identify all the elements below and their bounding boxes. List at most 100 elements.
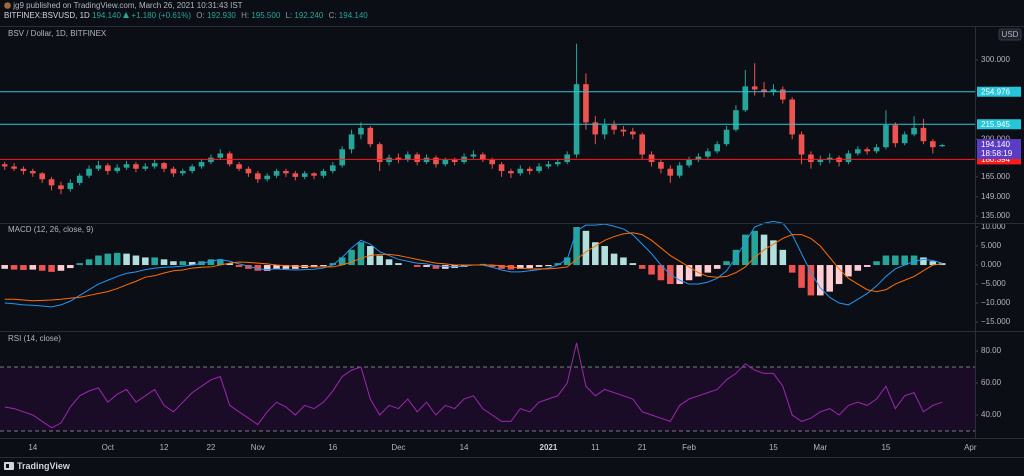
candle-body <box>236 164 242 169</box>
histogram-bar <box>76 263 83 266</box>
histogram-bar <box>235 265 243 267</box>
candle-body <box>320 171 327 176</box>
ohlc-label: C: <box>328 11 337 20</box>
rsi-band <box>0 367 975 432</box>
histogram-bar <box>273 265 280 269</box>
candle-body <box>620 129 627 132</box>
price-line-box <box>977 86 1021 97</box>
histogram-bar <box>901 255 908 266</box>
histogram-bar <box>292 265 299 269</box>
y-tick-label: 149.000 <box>981 192 1010 201</box>
y-tick-label: 0.000 <box>981 260 1002 269</box>
candle-body <box>555 162 561 165</box>
candle-body <box>864 149 870 152</box>
candle-body <box>592 122 599 135</box>
candle-body <box>95 165 102 169</box>
candle-body <box>545 164 552 167</box>
ohlc-label: O: <box>196 11 205 20</box>
footer-brand: TradingView <box>17 461 71 471</box>
ohlc-value: 192.930 <box>206 11 236 20</box>
candle-body <box>48 179 55 186</box>
y-tick-label: 165.000 <box>981 172 1010 181</box>
histogram-bar <box>29 265 37 270</box>
candle-body <box>892 125 899 144</box>
rsi-title: RSI (14, close) <box>8 334 61 343</box>
histogram-bar <box>85 259 93 266</box>
price-line-label: 254.976 <box>981 87 1010 96</box>
y-tick-label: −15.000 <box>981 317 1011 326</box>
histogram-bar <box>807 265 815 296</box>
candle-body <box>705 151 711 157</box>
ohlc-value: 192.240 <box>294 11 324 20</box>
histogram-bar <box>488 265 496 267</box>
candle-body <box>630 131 636 135</box>
histogram-bar <box>479 263 487 266</box>
histogram-bar <box>535 265 543 267</box>
unit-box[interactable] <box>998 28 1022 41</box>
candle-body <box>911 127 917 135</box>
histogram-bar <box>395 263 402 266</box>
histogram-bar <box>20 265 27 270</box>
price-line-box <box>977 154 1021 165</box>
rsi-line <box>4 342 943 429</box>
y-tick-label: −5.000 <box>981 279 1006 288</box>
candle-body <box>648 154 655 163</box>
histogram-bar <box>423 265 430 267</box>
candle-body <box>133 164 139 169</box>
x-tick-label: Feb <box>682 443 696 452</box>
up-arrow-shape <box>123 12 130 18</box>
change: +1.180 (+0.61%) <box>131 11 192 20</box>
avatar-dot <box>4 2 11 9</box>
histogram-bar <box>217 259 224 266</box>
candle-body <box>930 141 936 148</box>
candle-body <box>583 84 589 123</box>
histogram-bar <box>320 265 327 267</box>
histogram-bar <box>704 265 712 273</box>
last-price-countdown: 18:58:19 <box>981 149 1013 158</box>
histogram-bar <box>48 265 55 272</box>
unit-label: USD <box>1002 30 1019 39</box>
candle-body <box>39 173 45 180</box>
candle-body <box>808 154 814 163</box>
histogram-bar <box>657 265 665 281</box>
histogram-bar <box>545 265 552 267</box>
x-tick-label: 14 <box>28 443 37 452</box>
histogram-bar <box>226 263 233 266</box>
candle-body <box>733 110 739 130</box>
x-tick-label: Apr <box>964 443 977 452</box>
y-tick-label: 10.000 <box>981 222 1006 231</box>
candle-body <box>292 173 299 177</box>
histogram-bar <box>742 234 749 266</box>
histogram-bar <box>601 246 608 266</box>
candle-body <box>723 129 730 145</box>
histogram-bar <box>57 265 65 271</box>
candle-body <box>770 89 777 92</box>
y-tick-label: 80.00 <box>981 346 1002 355</box>
candle-body <box>658 162 664 169</box>
candle-body <box>742 86 749 111</box>
histogram-bar <box>582 230 590 266</box>
candle-body <box>433 157 439 165</box>
header: jg9 published on TradingView.com, March … <box>4 1 368 21</box>
candle-body <box>451 159 458 163</box>
histogram-bar <box>432 265 440 269</box>
candle-body <box>264 175 270 180</box>
histogram-bar <box>798 265 805 288</box>
x-tick-label: 21 <box>638 443 647 452</box>
x-tick-label: 15 <box>769 443 778 452</box>
candle-body <box>20 168 27 172</box>
histogram-bar <box>113 252 121 266</box>
histogram-bar <box>826 265 833 292</box>
histogram-bar <box>188 261 196 266</box>
candle-body <box>1 164 8 167</box>
ohlc-label: H: <box>241 11 250 20</box>
x-tick-label: 16 <box>328 443 337 452</box>
candle-body <box>564 154 570 163</box>
candle-body <box>376 144 383 163</box>
avatar <box>4 2 11 9</box>
histogram-bar <box>610 253 618 266</box>
x-tick-label: Mar <box>813 443 827 452</box>
candle-body <box>489 159 495 165</box>
candle-body <box>180 171 186 174</box>
